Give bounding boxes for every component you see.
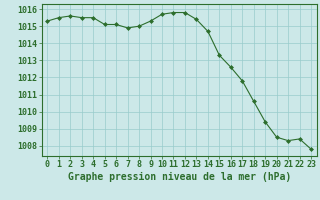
X-axis label: Graphe pression niveau de la mer (hPa): Graphe pression niveau de la mer (hPa): [68, 172, 291, 182]
